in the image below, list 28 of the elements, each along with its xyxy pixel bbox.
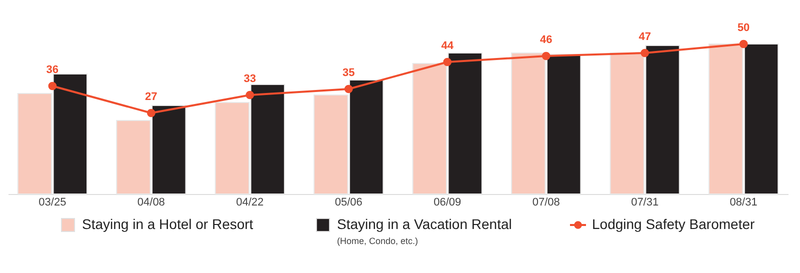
x-tick-label: 08/31 — [730, 196, 758, 208]
point — [640, 48, 650, 58]
x-tick-label: 05/06 — [334, 196, 362, 208]
x-tick-label: 07/08 — [532, 196, 560, 208]
data-label: 33 — [244, 73, 256, 85]
point — [146, 108, 156, 118]
data-label: 36 — [46, 64, 59, 76]
x-tick-label: 03/25 — [38, 196, 66, 208]
point — [48, 82, 57, 90]
text: (Home, Condo, etc.) — [337, 236, 418, 246]
data-label: 47 — [638, 31, 651, 43]
point — [542, 52, 550, 60]
legend-label: Staying in a Hotel or Resort — [82, 216, 254, 232]
x-tick-label: 07/31 — [631, 196, 659, 208]
point — [739, 40, 748, 48]
data-label: 35 — [342, 67, 355, 79]
x-tick-label: 06/09 — [434, 196, 462, 208]
point — [443, 58, 452, 66]
x-tick-label: 04/22 — [236, 196, 264, 208]
legend-label: Staying in a Vacation Rental — [337, 216, 512, 232]
data-label: 50 — [737, 22, 750, 34]
legend-label: Lodging Safety Barometer — [592, 216, 755, 232]
data-label: 46 — [540, 34, 552, 46]
point — [246, 90, 254, 100]
data-label: 44 — [441, 40, 454, 52]
point — [344, 84, 353, 94]
data-label: 27 — [145, 91, 158, 103]
x-tick-label: 04/08 — [137, 196, 165, 208]
